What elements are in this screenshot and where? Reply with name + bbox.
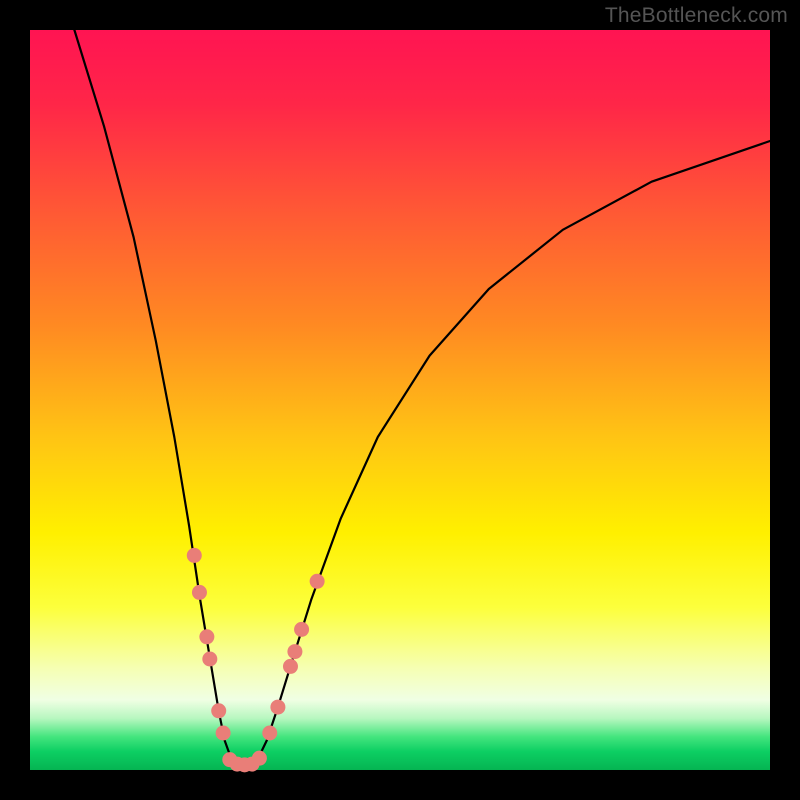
curve-marker bbox=[187, 548, 202, 563]
curve-marker bbox=[310, 574, 325, 589]
curve-marker bbox=[270, 700, 285, 715]
curve-marker bbox=[287, 644, 302, 659]
chart-frame: TheBottleneck.com bbox=[0, 0, 800, 800]
bottleneck-chart bbox=[0, 0, 800, 800]
curve-marker bbox=[211, 703, 226, 718]
curve-marker bbox=[294, 622, 309, 637]
curve-marker bbox=[192, 585, 207, 600]
curve-marker bbox=[199, 629, 214, 644]
plot-background bbox=[30, 30, 770, 770]
curve-marker bbox=[252, 751, 267, 766]
watermark-label: TheBottleneck.com bbox=[605, 4, 788, 28]
curve-marker bbox=[262, 726, 277, 741]
curve-marker bbox=[216, 726, 231, 741]
curve-marker bbox=[283, 659, 298, 674]
curve-marker bbox=[202, 652, 217, 667]
